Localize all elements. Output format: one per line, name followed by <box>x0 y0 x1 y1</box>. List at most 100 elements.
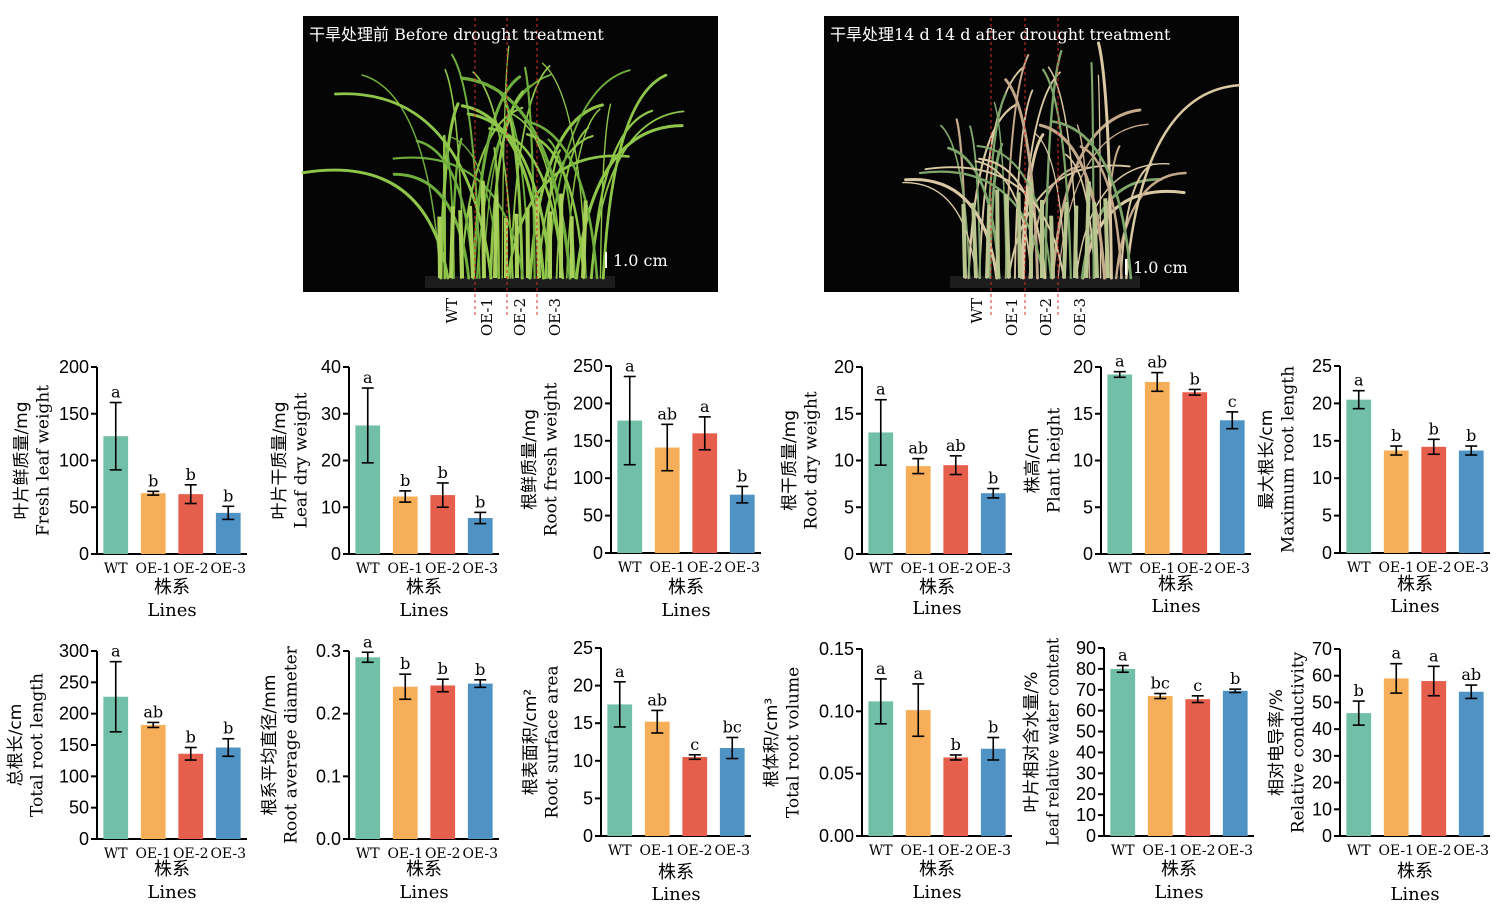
y-tick-label: 0.0 <box>316 829 341 849</box>
x-tick-label: OE-1 <box>387 561 423 577</box>
y-tick-label: 100 <box>573 468 603 488</box>
plant-leaf <box>978 66 1024 279</box>
plant-leaf <box>1125 83 1241 280</box>
significance-letter: c <box>690 735 699 754</box>
plant-leaf <box>392 172 471 280</box>
bar <box>943 465 969 554</box>
y-axis-label-cn: 根鲜质量/mg <box>520 409 540 510</box>
x-tick-label: OE-2 <box>938 843 974 859</box>
y-tick-label: 5 <box>583 788 593 808</box>
y-tick-label: 15 <box>573 713 593 733</box>
y-axis-label-en: Root fresh weight <box>542 382 562 536</box>
significance-letter: b <box>988 469 998 488</box>
significance-letter: b <box>475 660 485 679</box>
bar <box>1222 690 1248 836</box>
y-tick-label: 0 <box>1322 543 1332 563</box>
significance-letter: a <box>111 642 121 661</box>
plant-leaf <box>924 166 1065 279</box>
y-axis-label-en: Leaf dry weight <box>292 392 312 528</box>
x-tick-label: OE-1 <box>1378 843 1414 859</box>
x-tick-label: OE-3 <box>1214 561 1250 577</box>
plant-leaf <box>599 103 612 279</box>
y-axis-label-en: Relative conductivity <box>1289 651 1309 833</box>
x-tick-label: OE-1 <box>900 843 936 859</box>
bar <box>729 494 755 553</box>
x-axis-label-en: Lines <box>399 882 448 903</box>
bar <box>644 721 670 836</box>
y-tick-label: 50 <box>1312 692 1332 712</box>
x-tick-label: OE-1 <box>1378 560 1414 576</box>
bar <box>1107 374 1133 554</box>
y-tick-label: 70 <box>1076 680 1096 700</box>
x-tick-label: OE-3 <box>975 561 1011 577</box>
significance-letter: b <box>1354 681 1364 700</box>
y-tick-label: 10 <box>1073 451 1093 471</box>
plant-leaf <box>1020 71 1061 279</box>
y-axis-label-cn: 根系平均直径/mm <box>260 675 280 816</box>
bar <box>719 748 745 836</box>
photo-panels: 干旱处理前 Before drought treatment 1.0 cm WT OE… <box>301 16 1241 336</box>
x-tick-label: OE-1 <box>639 843 675 859</box>
y-tick-label: 30 <box>1076 763 1096 783</box>
significance-letter: a <box>913 664 923 683</box>
significance-letter: b <box>1429 419 1439 438</box>
photo-title: 干旱处理14 d 14 d after drought treatment <box>830 25 1171 44</box>
x-tick-label: OE-3 <box>714 843 750 859</box>
significance-letter: b <box>951 735 961 754</box>
plant-leaf <box>1057 123 1149 279</box>
bar <box>355 657 381 839</box>
y-tick-label: 0 <box>1086 826 1096 846</box>
significance-letter: a <box>111 383 121 402</box>
x-tick-label: OE-2 <box>1177 561 1213 577</box>
y-axis-label-en: Plant height <box>1045 408 1065 513</box>
y-tick-label: 0 <box>79 544 89 564</box>
plant-leaf <box>524 66 536 280</box>
plant-stem <box>985 205 992 279</box>
y-tick-label: 20 <box>321 451 341 471</box>
significance-letter: a <box>363 368 373 387</box>
y-axis-label-cn: 最大根长/cm <box>1257 410 1277 510</box>
significance-letter: c <box>1228 392 1237 411</box>
significance-letter: a <box>615 662 625 681</box>
y-tick-label: 20 <box>1073 357 1093 377</box>
significance-letter: a <box>876 659 886 678</box>
significance-letter: ab <box>908 439 928 458</box>
y-axis-label-cn: 叶片干质量/mg <box>270 401 290 519</box>
plant-leaf <box>904 178 999 280</box>
y-tick-label: 0.2 <box>316 704 341 724</box>
bar-chart-7: 0 50 100 150 200 250 300 a WT ab OE-1 b OE-2 b OE-3 株系L… <box>6 641 247 903</box>
y-axis-label-en: Maximum root length <box>1279 366 1299 553</box>
y-tick-label: 60 <box>1312 666 1332 686</box>
plant-stem <box>514 213 519 279</box>
x-tick-label: OE-2 <box>425 561 461 577</box>
bar <box>1346 713 1372 836</box>
bar <box>1219 420 1245 554</box>
scale-label: 1.0 cm <box>613 251 668 270</box>
x-tick-label: OE-2 <box>425 846 461 862</box>
significance-letter: ab <box>1147 353 1167 372</box>
y-tick-label: 40 <box>1312 719 1332 739</box>
x-tick-label: WT <box>1347 843 1371 859</box>
plant-stem <box>1084 181 1091 279</box>
plant-leaf <box>1004 78 1039 280</box>
plant-stem <box>995 189 1000 279</box>
plant-leaf <box>451 53 481 279</box>
bar <box>980 493 1006 554</box>
x-tick-label: OE-1 <box>900 561 936 577</box>
x-tick-label: OE-3 <box>724 560 760 576</box>
plant-stem <box>1004 194 1011 279</box>
x-axis-label-en: Lines <box>1154 882 1203 903</box>
plant-leaf <box>1051 108 1142 280</box>
y-tick-label: 0 <box>1322 826 1332 846</box>
significance-letter: b <box>438 659 448 678</box>
x-tick-label: OE-3 <box>1453 843 1489 859</box>
x-axis-label-en: Lines <box>147 600 196 621</box>
x-tick-label: WT <box>104 561 128 577</box>
significance-letter: a <box>876 380 886 399</box>
significance-letter: b <box>148 471 158 490</box>
x-tick-label: WT <box>869 843 893 859</box>
bar <box>682 757 708 836</box>
x-tick-label: OE-3 <box>975 843 1011 859</box>
x-tick-label: OE-2 <box>1180 843 1216 859</box>
